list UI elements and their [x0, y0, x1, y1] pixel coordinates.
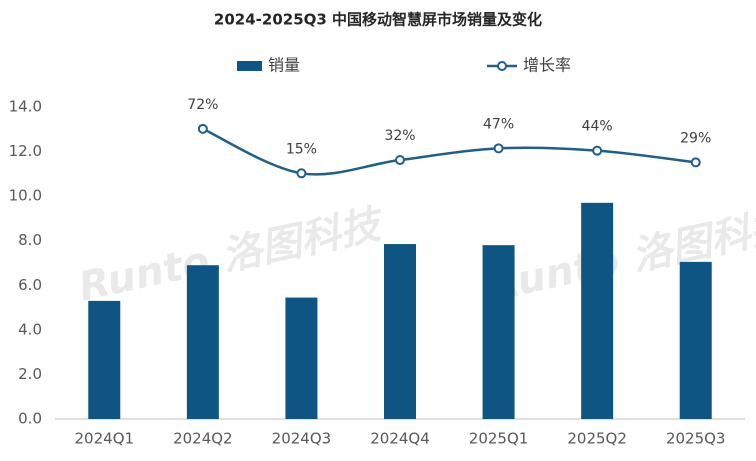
bar: [482, 245, 515, 419]
y-tick-label: 10.0: [9, 187, 42, 205]
legend-swatch: [237, 61, 262, 71]
x-tick-label: 2025Q3: [666, 430, 726, 448]
y-tick-label: 0.0: [18, 410, 42, 428]
x-tick-label: 2024Q4: [370, 430, 430, 448]
legend-label: 销量: [268, 56, 300, 75]
y-tick-label: 14.0: [9, 98, 42, 116]
data-label: 47%: [483, 116, 514, 132]
x-tick-label: 2024Q3: [272, 430, 332, 448]
data-label: 29%: [680, 130, 711, 146]
bar: [384, 244, 416, 419]
y-tick-label: 12.0: [9, 142, 42, 160]
x-tick-label: 2025Q1: [469, 430, 529, 448]
line-point: [395, 155, 405, 166]
data-label: 15%: [286, 141, 317, 157]
x-tick-label: 2024Q1: [75, 430, 135, 448]
legend-swatch: [497, 61, 507, 71]
bar: [186, 265, 219, 419]
y-tick-label: 6.0: [18, 276, 42, 294]
x-tick-label: 2024Q2: [173, 430, 233, 448]
watermark: Runto 洛图科技: [75, 201, 389, 311]
legend: 销量 增长率: [237, 56, 571, 75]
y-tick-label: 2.0: [18, 365, 42, 383]
y-tick-label: 4.0: [18, 320, 42, 338]
line-point: [493, 143, 504, 154]
line-point: [197, 123, 208, 134]
line: [202, 127, 696, 176]
bar: [679, 261, 712, 419]
data-label: 44%: [582, 119, 613, 135]
legend-label: 增长率: [523, 56, 571, 75]
watermark: Runto 洛图科技: [485, 201, 756, 311]
line-point: [690, 157, 701, 168]
data-label: 72%: [187, 97, 218, 113]
data-label: 32%: [384, 128, 415, 144]
y-tick-label: 8.0: [18, 231, 42, 249]
x-tick-label: 2025Q2: [567, 430, 627, 448]
bar: [285, 297, 318, 419]
line-point: [296, 168, 307, 179]
bar: [581, 202, 614, 419]
chart-title: 2024-2025Q3 中国移动智慧屏市场销量及变化: [214, 11, 542, 29]
bar: [88, 300, 121, 419]
line-point: [592, 145, 603, 156]
